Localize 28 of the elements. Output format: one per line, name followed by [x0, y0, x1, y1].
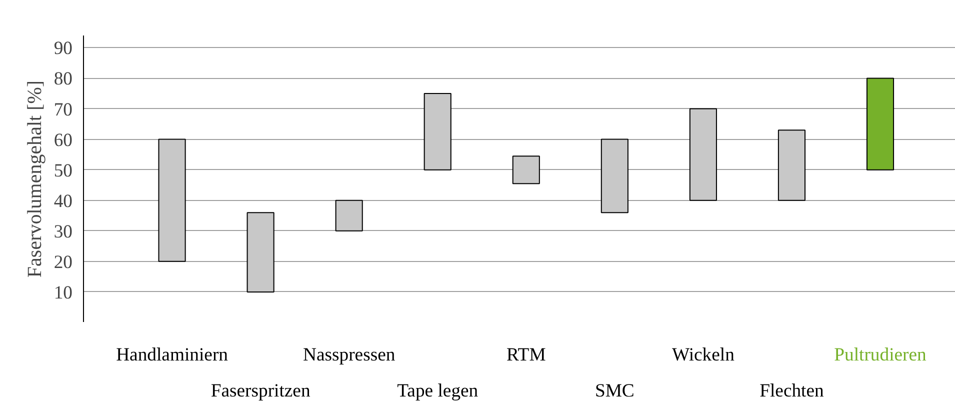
bar	[424, 93, 452, 170]
x-tick-label: Pultrudieren	[834, 344, 928, 366]
y-tick-label: 90	[54, 38, 72, 60]
bar	[512, 156, 540, 184]
x-tick-label: Nasspressen	[302, 344, 396, 366]
x-tick-label: Handlaminiern	[116, 344, 229, 366]
y-tick-label: 40	[54, 190, 72, 212]
x-tick-label: Wickeln	[672, 344, 736, 366]
y-tick-label: 60	[54, 130, 72, 151]
x-tick-label: Tape legen	[397, 380, 479, 402]
bar	[866, 78, 894, 170]
x-tick-label: RTM	[506, 344, 546, 366]
y-tick-label: 50	[54, 160, 72, 182]
bar	[335, 200, 363, 232]
y-tick-label: 30	[54, 221, 72, 242]
bar	[778, 130, 806, 201]
bar	[689, 108, 717, 201]
bar	[600, 138, 628, 214]
y-tick-label: 10	[54, 282, 72, 304]
bar	[158, 138, 186, 262]
bar	[246, 212, 274, 292]
x-tick-label: Flechten	[760, 380, 825, 402]
x-tick-label: SMC	[594, 380, 634, 402]
y-tick-label: 80	[54, 68, 72, 90]
x-tick-label: Faserspritzen	[210, 380, 311, 402]
y-tick-label: 20	[54, 252, 72, 273]
y-axis-title: Faservolumengehalt [%]	[24, 80, 46, 278]
y-tick-label: 70	[54, 99, 72, 120]
